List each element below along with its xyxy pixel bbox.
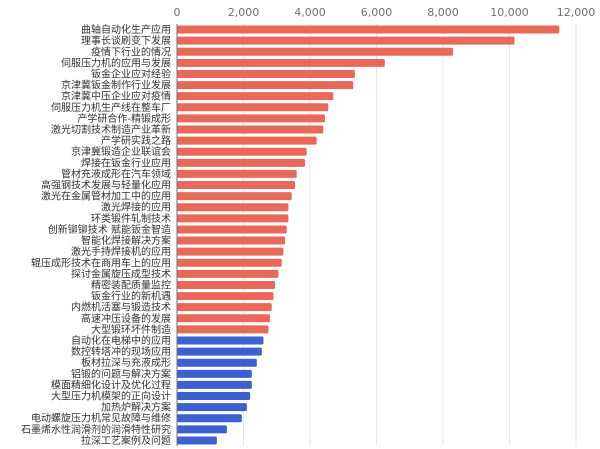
x-tick-label: 2,000 [228, 6, 260, 19]
x-axis: 0 2,000 4,000 6,000 8,000 10,000 12,000 [174, 6, 596, 19]
bar[interactable] [177, 225, 287, 234]
bar[interactable] [177, 347, 262, 356]
category-label: 石墨烯水性润滑剂的润滑特性研究 [21, 423, 171, 436]
category-label: 钣金行业的新机遇 [91, 290, 171, 303]
category-label: 精密装配质量监控 [91, 278, 171, 291]
category-label: 曲轴自动化生产应用 [81, 23, 171, 36]
category-label: 激光手持焊接机的应用 [71, 245, 171, 258]
category-label: 加热炉解决方案 [101, 401, 171, 414]
category-label: 激光切割技术制造产业革新 [51, 123, 171, 136]
category-label: 伺服压力机生产线在整车厂 [51, 101, 171, 114]
category-label: 管材充液成形在汽车领域 [61, 167, 171, 180]
bar[interactable] [177, 292, 274, 301]
category-label: 疫情下行业的情况 [91, 45, 171, 58]
category-label: 伺服压力机的应用与发展 [61, 56, 171, 69]
category-label: 创新铆铆技术 赋能钣金智造 [48, 223, 171, 236]
bar[interactable] [177, 58, 385, 67]
category-label: 激光焊接的应用 [101, 201, 171, 214]
bar[interactable] [177, 236, 286, 245]
bar[interactable] [177, 158, 306, 167]
bar[interactable] [177, 392, 251, 401]
x-tick-label: 4,000 [294, 6, 326, 19]
bar[interactable] [177, 136, 317, 145]
bar[interactable] [177, 258, 282, 267]
bar[interactable] [177, 92, 334, 101]
category-label: 理事长谈刷变下发展 [81, 34, 171, 47]
bar[interactable] [177, 358, 257, 367]
bar[interactable] [177, 269, 279, 278]
category-label: 辊压成形技术在商用车上的应用 [31, 256, 171, 269]
category-label: 自动化在电梯中的应用 [71, 334, 171, 347]
category-label: 模面精细化设计及优化过程 [51, 378, 171, 391]
category-label: 铝锻的问题与解决方案 [71, 367, 171, 380]
bar[interactable] [177, 280, 276, 289]
x-tick-label: 10,000 [490, 6, 529, 19]
bar[interactable] [177, 414, 242, 423]
bar[interactable] [177, 325, 269, 334]
bar[interactable] [177, 147, 307, 156]
category-label: 京津冀中压企业应对疫情 [61, 90, 171, 103]
category-label: 产学研实践之路 [101, 134, 171, 147]
category-label: 产学研合作-精锻成形 [77, 112, 171, 125]
bar[interactable] [177, 369, 252, 378]
bar[interactable] [177, 103, 329, 112]
bar[interactable] [177, 25, 560, 34]
bar[interactable] [177, 47, 453, 56]
bar[interactable] [177, 192, 292, 201]
category-label: 激光在金属管材加工中的应用 [41, 190, 171, 203]
category-label: 焊接在钣金行业应用 [81, 156, 171, 169]
bar[interactable] [177, 314, 271, 323]
category-label: 拉深工艺案例及问题 [81, 434, 171, 447]
category-label: 高速冲压设备的发展 [81, 312, 171, 325]
category-label: 高强钢技术发展与轻量化应用 [41, 179, 171, 192]
bar[interactable] [177, 425, 227, 434]
bar[interactable] [177, 169, 297, 178]
bar[interactable] [177, 436, 217, 445]
bar[interactable] [177, 403, 247, 412]
category-label: 板材拉深与充液成形 [81, 356, 171, 369]
bar[interactable] [177, 181, 296, 190]
x-tick-label: 6,000 [361, 6, 393, 19]
bar[interactable] [177, 114, 325, 123]
x-tick-label: 8,000 [427, 6, 459, 19]
bar[interactable] [177, 214, 289, 223]
category-label: 电动螺旋压力机常见故障与维修 [31, 412, 171, 425]
bar[interactable] [177, 247, 284, 256]
bar[interactable] [177, 36, 515, 45]
category-labels: 曲轴自动化生产应用理事长谈刷变下发展疫情下行业的情况伺服压力机的应用与发展钣金企… [21, 23, 171, 447]
category-label: 环类锻件轧制技术 [91, 212, 171, 225]
category-label: 京津冀锻造企业联谊会 [71, 145, 171, 158]
category-label: 探讨金属旋压成型技术 [71, 267, 171, 280]
bar[interactable] [177, 380, 252, 389]
category-label: 大型锻环坏件制造 [91, 323, 171, 336]
category-label: 大型压力机模架的正向设计 [51, 390, 171, 403]
category-label: 内燃机活塞与锻造技术 [71, 301, 171, 314]
bars [177, 25, 560, 445]
x-tick-label: 0 [174, 6, 181, 19]
category-label: 数控转塔冲的现场应用 [71, 345, 171, 358]
category-label: 京津冀钣金制作行业发展 [61, 79, 171, 92]
x-tick-label: 12,000 [557, 6, 596, 19]
bar[interactable] [177, 303, 272, 312]
category-label: 钣金企业应对经验 [91, 67, 171, 80]
bar[interactable] [177, 125, 324, 134]
bar[interactable] [177, 69, 355, 78]
category-label: 智能化焊接解决方案 [81, 234, 171, 247]
bar[interactable] [177, 203, 289, 212]
bar[interactable] [177, 81, 354, 90]
bar[interactable] [177, 336, 264, 345]
